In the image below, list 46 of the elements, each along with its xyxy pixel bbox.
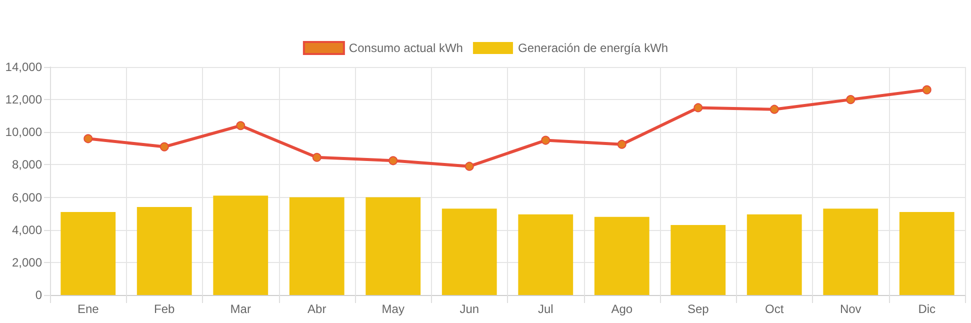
x-tick-label: Jul xyxy=(538,302,554,316)
point xyxy=(312,152,322,162)
bar xyxy=(366,197,421,295)
point xyxy=(541,136,550,145)
bar xyxy=(442,208,497,295)
x-tick-label: May xyxy=(382,302,404,316)
legend-label: Generación de energía kWh xyxy=(518,41,668,55)
x-tick-label: Mar xyxy=(230,302,251,316)
x-tick-label: Ago xyxy=(611,302,633,316)
y-tick-label: 4,000 xyxy=(12,222,42,237)
bar xyxy=(670,224,726,295)
point xyxy=(236,121,246,130)
point xyxy=(84,134,93,144)
point xyxy=(770,104,779,114)
y-tick-label: 12,000 xyxy=(5,92,42,107)
x-tick-label: Jun xyxy=(460,302,480,316)
y-tick-label: 8,000 xyxy=(12,158,42,172)
y-tick-label: 6,000 xyxy=(12,190,42,204)
point xyxy=(694,103,703,112)
point xyxy=(388,156,398,166)
legend-label: Consumo actual kWh xyxy=(348,41,463,55)
point xyxy=(464,162,474,171)
y-tick-label: 2,000 xyxy=(12,255,42,270)
bar xyxy=(136,207,192,295)
bar xyxy=(289,197,344,295)
x-tick-label: Nov xyxy=(840,302,862,316)
x-tick-label: Sep xyxy=(687,302,710,316)
bar xyxy=(518,214,574,295)
bar xyxy=(60,212,116,295)
y-tick-label: 0 xyxy=(35,288,42,302)
y-tick-label: 10,000 xyxy=(5,125,42,140)
x-tick-label: Feb xyxy=(154,302,176,316)
x-tick-label: Dic xyxy=(918,302,936,316)
x-tick-label: Ene xyxy=(77,302,100,316)
y-tick-label: 14,000 xyxy=(5,60,42,74)
point xyxy=(160,142,169,152)
bar xyxy=(899,212,954,295)
point xyxy=(617,140,626,149)
bar xyxy=(746,214,802,295)
x-tick-label: Abr xyxy=(308,302,326,316)
bar xyxy=(823,208,878,295)
bar xyxy=(594,216,650,295)
x-tick-label: Oct xyxy=(765,302,784,316)
point xyxy=(846,95,856,104)
bar xyxy=(213,196,268,295)
point xyxy=(922,85,932,94)
